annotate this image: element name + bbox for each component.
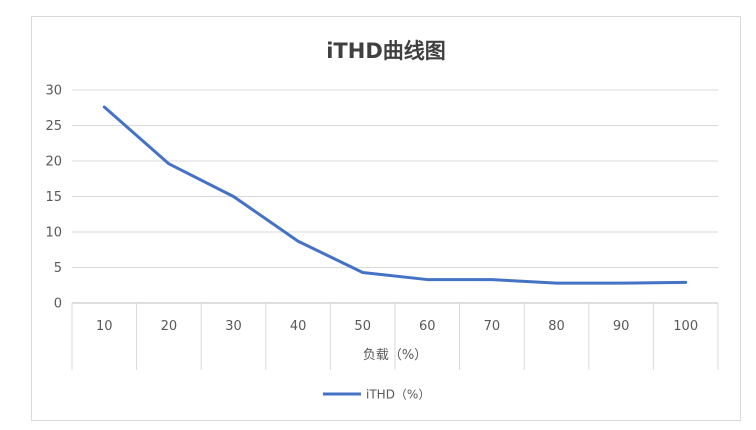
x-tick-label: 80 bbox=[548, 319, 565, 334]
y-tick-label: 25 bbox=[45, 119, 62, 134]
y-tick-label: 30 bbox=[45, 84, 62, 99]
x-tick-label: 70 bbox=[484, 319, 501, 334]
x-axis-label: 负载（%） bbox=[363, 348, 427, 363]
x-tick-label: 60 bbox=[419, 319, 436, 334]
chart-frame: iTHD曲线图 bbox=[31, 16, 741, 421]
legend-label: iTHD（%） bbox=[366, 388, 430, 402]
x-tick-label: 20 bbox=[161, 319, 178, 334]
x-tick-label: 100 bbox=[673, 319, 698, 334]
x-tick-label: 40 bbox=[290, 319, 307, 334]
x-tick-label: 10 bbox=[96, 319, 113, 334]
y-tick-label: 10 bbox=[45, 226, 62, 241]
y-tick-label: 0 bbox=[54, 297, 62, 312]
y-tick-label: 20 bbox=[45, 155, 62, 170]
chart-title: iTHD曲线图 bbox=[326, 39, 446, 63]
series-line bbox=[102, 105, 688, 285]
x-tick-label: 50 bbox=[354, 319, 371, 334]
y-tick-label: 15 bbox=[45, 190, 62, 205]
x-tick-label: 30 bbox=[225, 319, 242, 334]
y-tick-label: 5 bbox=[54, 261, 62, 276]
x-tick-label: 90 bbox=[613, 319, 630, 334]
